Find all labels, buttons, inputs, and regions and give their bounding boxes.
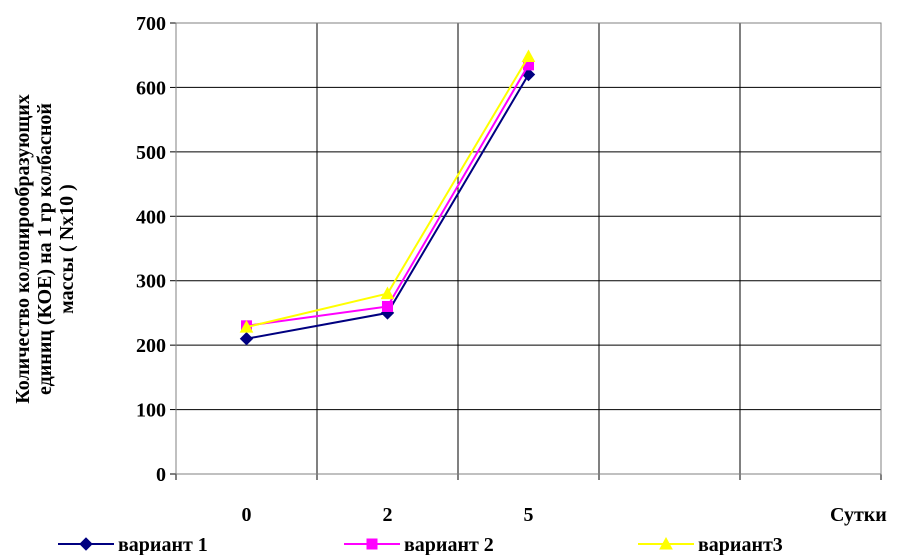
series-line [246,55,530,329]
x-tick-labels: 0 2 5 [242,504,534,526]
series-group [239,49,536,346]
legend-label: вариант 1 [118,534,208,555]
legend-label: вариант 2 [404,534,494,555]
data-point [239,320,254,333]
x-tick-label: 0 [242,504,252,526]
plot-area-border [175,22,882,475]
y-tick-label: 500 [136,142,166,164]
grid-lines [170,22,882,480]
y-tick-label: 700 [136,13,166,35]
series-triangle [239,49,536,333]
x-tick-label: 5 [524,504,534,526]
legend-item: вариант 2 [344,534,494,555]
y-tick-label: 600 [136,77,166,99]
legend-label: вариант3 [698,534,783,555]
y-tick-label: 400 [136,206,166,228]
y-tick-labels: 0 100 200 300 400 500 600 700 [136,13,166,486]
y-tick-label: 200 [136,335,166,357]
data-point [380,286,395,300]
legend-item: вариант3 [638,534,783,555]
legend: вариант 1 вариант 2 вариант3 [58,534,783,555]
y-tick-label: 300 [136,271,166,293]
data-point [239,331,254,346]
y-axis-title: Количество колонирообразующих единиц (КО… [12,94,78,404]
data-point [366,538,378,550]
x-tick-label: 2 [383,504,393,526]
y-axis-title-line-1: Количество колонирообразующих [12,94,34,404]
y-tick-label: 100 [136,400,166,422]
y-tick-label: 0 [156,464,166,486]
y-axis-title-line-3: массы ( Nx10 ) [56,184,78,314]
data-point [79,537,93,551]
y-axis-title-line-2: единиц (КОЕ) на 1 гр колбасной [34,103,56,395]
data-point [521,49,536,63]
data-point [382,300,393,312]
x-axis-title: Сутки [830,504,887,526]
data-point [659,536,673,550]
legend-item: вариант 1 [58,534,208,555]
